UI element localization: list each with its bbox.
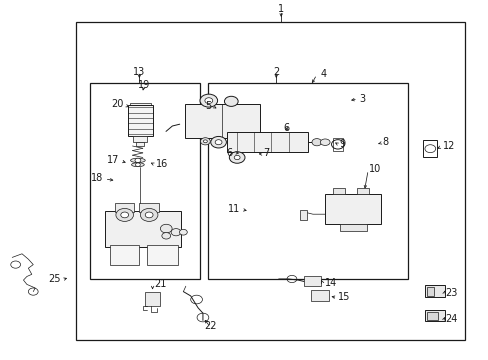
Bar: [139, 203, 159, 212]
Circle shape: [179, 229, 187, 235]
Circle shape: [171, 229, 181, 236]
Circle shape: [229, 152, 244, 163]
Circle shape: [145, 212, 153, 218]
Bar: [144, 292, 160, 306]
Text: 3: 3: [359, 94, 365, 104]
Text: 12: 12: [442, 141, 454, 151]
Ellipse shape: [130, 158, 145, 163]
Text: 14: 14: [325, 278, 337, 288]
Circle shape: [234, 156, 240, 160]
Bar: [184, 104, 260, 138]
Circle shape: [116, 208, 133, 221]
Text: 21: 21: [154, 279, 166, 289]
Bar: [425, 310, 444, 321]
Bar: [133, 136, 147, 143]
Circle shape: [224, 96, 238, 107]
Text: 13: 13: [133, 67, 145, 77]
Text: 10: 10: [368, 164, 381, 174]
Bar: [339, 224, 366, 231]
Circle shape: [210, 136, 226, 148]
Circle shape: [200, 94, 217, 107]
Circle shape: [203, 140, 207, 143]
Circle shape: [160, 224, 172, 233]
Circle shape: [215, 140, 222, 145]
Text: 18: 18: [91, 173, 103, 183]
Bar: [304, 276, 321, 286]
Circle shape: [311, 139, 321, 146]
Bar: [356, 188, 368, 194]
Text: 8: 8: [382, 137, 388, 147]
Ellipse shape: [131, 163, 144, 167]
Text: 11: 11: [228, 204, 240, 214]
Text: 5: 5: [204, 101, 211, 111]
Text: 17: 17: [107, 155, 120, 165]
Ellipse shape: [320, 139, 329, 145]
Bar: [105, 211, 181, 247]
Text: 22: 22: [203, 321, 216, 331]
Bar: [129, 103, 151, 107]
Bar: [332, 138, 343, 151]
Bar: [127, 105, 153, 136]
Text: 1: 1: [278, 4, 284, 14]
Bar: [207, 83, 407, 279]
Bar: [427, 312, 437, 320]
Circle shape: [204, 98, 212, 104]
Bar: [110, 245, 139, 265]
Circle shape: [140, 208, 158, 221]
Bar: [136, 142, 144, 146]
Bar: [423, 140, 436, 157]
Bar: [427, 287, 433, 296]
Circle shape: [121, 212, 128, 218]
Text: 7: 7: [263, 148, 269, 158]
Bar: [146, 245, 178, 265]
Bar: [76, 22, 464, 340]
Circle shape: [162, 233, 170, 239]
Circle shape: [200, 138, 210, 145]
Text: 20: 20: [111, 99, 123, 109]
Text: 23: 23: [444, 288, 456, 298]
Text: 15: 15: [338, 292, 350, 302]
Text: 16: 16: [155, 159, 167, 169]
Bar: [310, 290, 328, 301]
Bar: [332, 188, 344, 194]
Bar: [299, 210, 306, 220]
Circle shape: [135, 158, 141, 163]
Circle shape: [135, 163, 140, 167]
Bar: [227, 132, 307, 152]
Bar: [325, 194, 381, 224]
Text: 2: 2: [273, 67, 279, 77]
Text: 24: 24: [444, 314, 456, 324]
Bar: [425, 285, 444, 297]
Bar: [115, 203, 134, 212]
Bar: [90, 83, 200, 279]
Text: 6: 6: [226, 148, 232, 158]
Text: 9: 9: [339, 139, 346, 149]
Text: 25: 25: [48, 274, 61, 284]
Text: 6: 6: [283, 123, 289, 133]
Text: 4: 4: [320, 69, 326, 79]
Text: 19: 19: [138, 80, 150, 90]
